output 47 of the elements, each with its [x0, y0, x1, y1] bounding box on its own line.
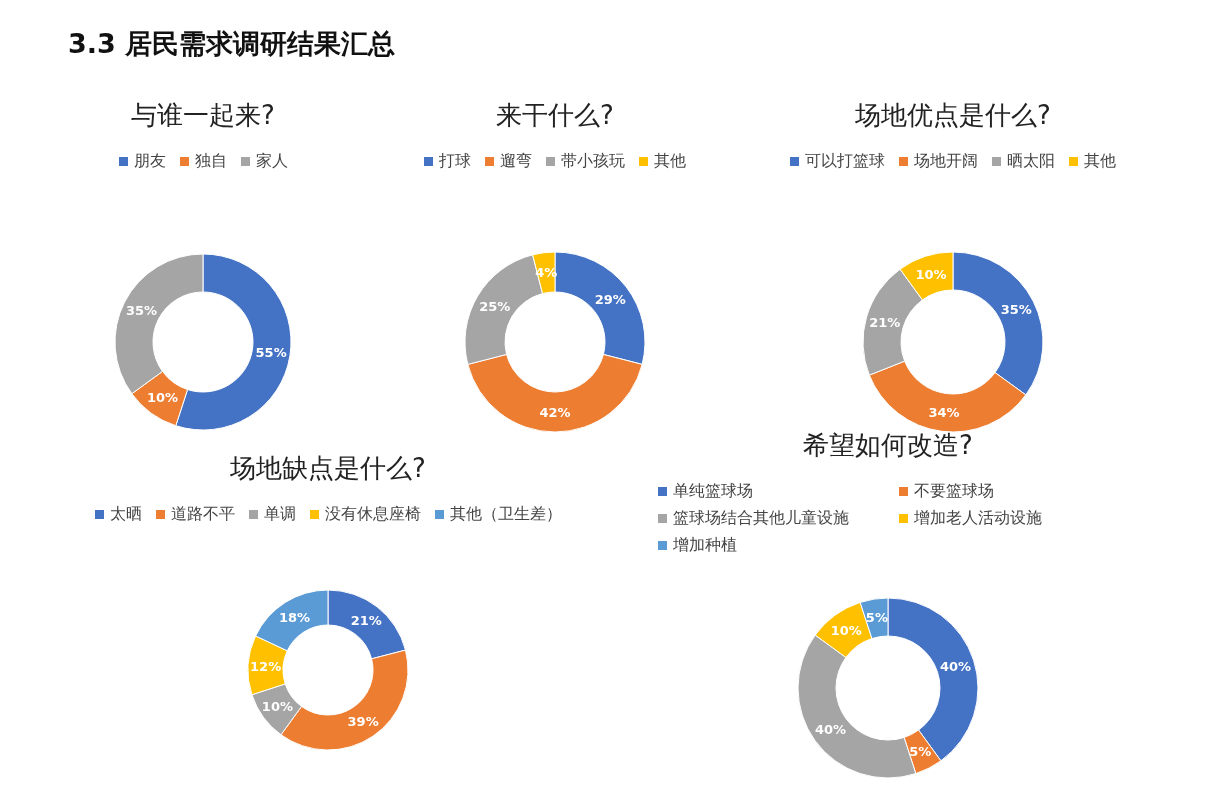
legend-label: 场地开阔 [914, 151, 978, 172]
legend-label: 单纯篮球场 [673, 481, 753, 502]
legend-label: 其他 [654, 151, 686, 172]
data-label: 35% [1000, 302, 1032, 318]
legend-label: 独自 [194, 151, 227, 172]
text: 3.3 居民需求调研结果汇总 [68, 27, 396, 61]
data-label: 35% [125, 303, 158, 319]
legend-label: 太晒 [109, 504, 142, 525]
data-label: 21% [350, 613, 382, 629]
legend-label: 道路不平 [170, 504, 235, 525]
data-label: 39% [347, 714, 379, 730]
data-label: 42% [539, 404, 571, 420]
legend-label: 不要篮球场 [914, 481, 994, 502]
legend-label: 打球 [439, 151, 471, 172]
chart-title: 来干什么? [495, 99, 615, 132]
legend-label: 增加老人活动设施 [914, 508, 1042, 529]
chart-title: 场地优点是什么? [854, 99, 1052, 132]
data-label: 18% [278, 609, 311, 625]
data-label: 55% [255, 345, 287, 361]
data-label: 10% [915, 266, 947, 282]
data-label: 5% [909, 743, 932, 759]
chart-title: 场地缺点是什么? [229, 452, 427, 485]
legend-label: 没有休息座椅 [324, 504, 421, 525]
chart-title: 希望如何改造? [802, 429, 974, 462]
data-label: 12% [250, 658, 282, 674]
data-label: 10% [261, 699, 293, 715]
data-label: 40% [815, 722, 847, 738]
data-label: 10% [830, 623, 862, 639]
data-label: 34% [928, 404, 960, 420]
legend-label: 增加种植 [673, 535, 737, 556]
data-label: 29% [594, 291, 626, 307]
legend-label: 家人 [255, 151, 288, 172]
legend-label: 其他 [1084, 151, 1116, 172]
legend-label: 可以打篮球 [805, 151, 885, 172]
legend-label: 带小孩玩 [561, 151, 625, 172]
legend-label: 晒太阳 [1007, 151, 1055, 172]
data-label: 40% [939, 658, 972, 674]
legend-label: 遛弯 [500, 151, 532, 172]
legend-label: 其他（卫生差） [449, 504, 562, 525]
legend-label: 篮球场结合其他儿童设施 [673, 508, 849, 529]
data-label: 10% [146, 390, 179, 406]
legend-label: 朋友 [133, 151, 166, 172]
data-label: 5% [865, 610, 888, 626]
chart-title: 与谁一起来? [130, 99, 276, 132]
data-label: 25% [479, 298, 511, 314]
data-label: 21% [869, 314, 901, 330]
legend-label: 单调 [263, 504, 296, 525]
